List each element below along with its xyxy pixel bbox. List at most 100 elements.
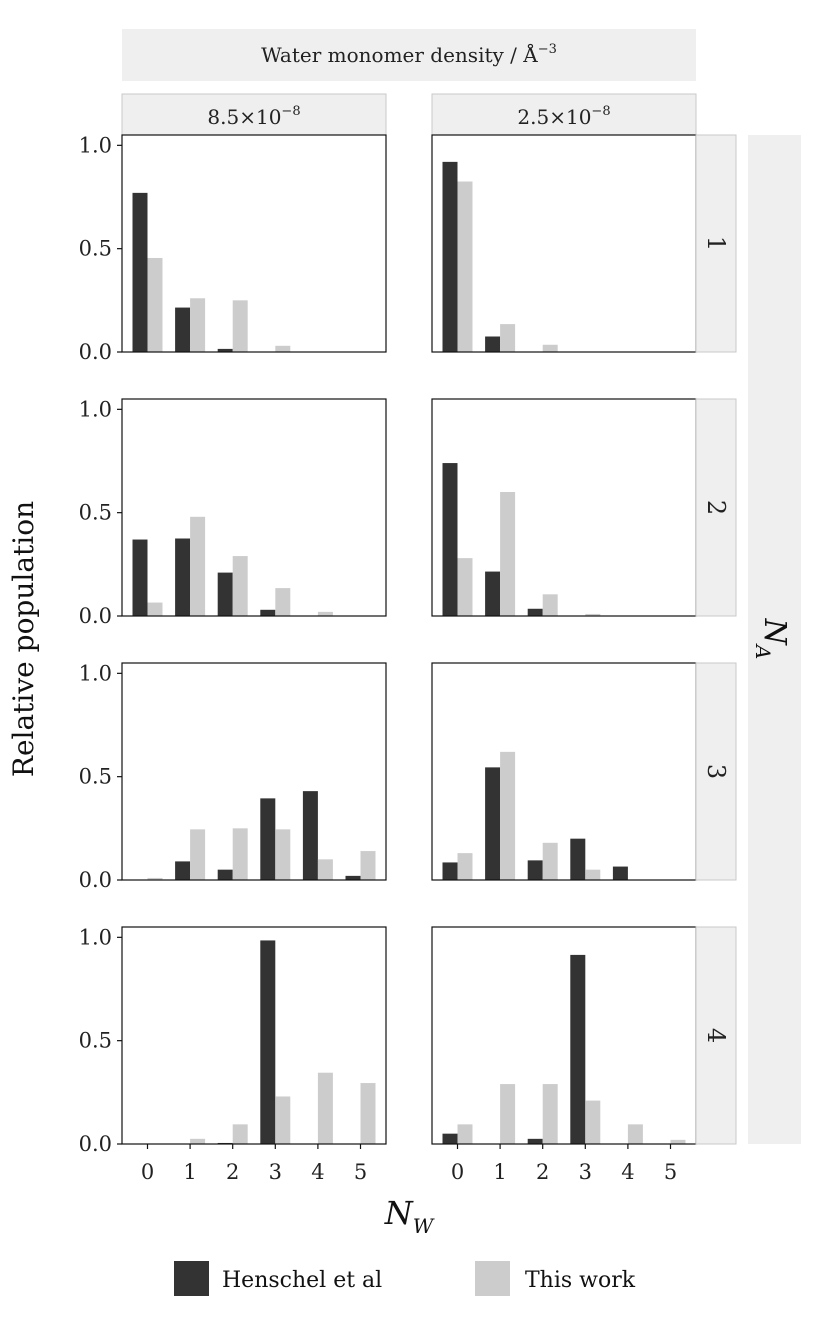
legend-swatch-this-work — [475, 1261, 510, 1296]
bar-henschel-r2-c1-3 — [260, 609, 276, 616]
x-tick-label: 2 — [536, 1160, 549, 1184]
panel-frame — [431, 662, 697, 881]
bar-this-work-r4-c2-4 — [627, 1124, 643, 1144]
bar-henschel-r2-c1-2 — [217, 572, 233, 616]
x-tick-label: 0 — [451, 1160, 464, 1184]
bar-henschel-r1-c2-0 — [442, 161, 458, 352]
bar-this-work-r3-c2-2 — [542, 842, 558, 880]
y-tick-label: 0.0 — [79, 1132, 112, 1156]
panel-r1-c1: 0.0 0.5 1.0 — [79, 133, 387, 364]
column-strip-1-label: 2.5×10−8 — [517, 104, 610, 129]
bar-this-work-r1-c2-2 — [542, 344, 558, 352]
bar-this-work-r4-c2-5 — [670, 1139, 686, 1144]
bar-this-work-r4-c1-3 — [275, 1096, 291, 1144]
row-strip-4-label: 4 — [702, 1028, 730, 1043]
x-axis-label: NW — [384, 1194, 435, 1238]
bar-this-work-r1-c1-0 — [147, 257, 163, 352]
bar-henschel-r3-c1-3 — [260, 798, 276, 880]
panel-r4-c1: 0.0 0.5 1.0 0 1 2 3 4 5 — [79, 925, 387, 1184]
row-strip-1-label: 1 — [702, 236, 730, 251]
bar-henschel-r4-c2-0 — [442, 1133, 458, 1144]
row-strip-2-label: 2 — [702, 500, 730, 515]
column-strip-title-box — [122, 29, 696, 81]
bar-this-work-r3-c1-1 — [190, 829, 206, 880]
bar-this-work-r3-c2-3 — [585, 869, 601, 880]
panel-r1-c2: 1 — [431, 134, 737, 353]
bar-henschel-r1-c1-0 — [132, 192, 148, 352]
bar-this-work-r1-c1-3 — [275, 345, 291, 352]
bar-henschel-r2-c1-1 — [175, 538, 191, 616]
bar-this-work-r3-c1-0 — [147, 877, 163, 880]
bar-henschel-r3-c1-4 — [302, 791, 318, 880]
bar-this-work-r4-c1-5 — [360, 1083, 376, 1144]
bar-henschel-r3-c1-1 — [175, 861, 191, 880]
column-strip-1-box — [431, 93, 697, 136]
bar-this-work-r1-c2-1 — [500, 324, 516, 352]
x-tick-label: 1 — [183, 1160, 196, 1184]
column-strip-0-box — [121, 93, 387, 136]
column-strip-0-label: 8.5×10−8 — [207, 104, 300, 129]
bar-this-work-r3-c1-2 — [232, 828, 248, 880]
bar-this-work-r2-c1-1 — [190, 516, 206, 616]
bar-henschel-r2-c2-2 — [527, 608, 543, 616]
bar-henschel-r2-c1-0 — [132, 539, 148, 616]
row-strip-title: NA — [751, 618, 792, 660]
panel-frame — [431, 926, 697, 1145]
y-tick-label: 1.0 — [79, 661, 112, 685]
bar-this-work-r4-c2-1 — [500, 1084, 516, 1144]
panel-frame — [121, 662, 387, 881]
bar-this-work-r1-c2-0 — [457, 181, 473, 352]
bar-henschel-r4-c2-3 — [570, 954, 586, 1144]
x-tick-label: 4 — [311, 1160, 324, 1184]
bar-this-work-r3-c1-5 — [360, 851, 376, 880]
bar-henschel-r2-c2-0 — [442, 463, 458, 616]
bar-this-work-r1-c1-1 — [190, 298, 206, 352]
bar-henschel-r3-c2-4 — [612, 866, 628, 880]
panel-r3-c1: 0.0 0.5 1.0 — [79, 661, 387, 892]
bar-this-work-r2-c2-1 — [500, 492, 516, 616]
x-tick-label: 5 — [664, 1160, 677, 1184]
row-strip-title-box — [748, 135, 801, 1144]
y-tick-label: 1.0 — [79, 397, 112, 421]
bar-this-work-r4-c2-3 — [585, 1100, 601, 1144]
bar-this-work-r4-c2-2 — [542, 1084, 558, 1144]
y-tick-label: 0.5 — [79, 237, 112, 261]
bar-henschel-r1-c1-2 — [217, 348, 233, 352]
bar-this-work-r1-c1-2 — [232, 300, 248, 352]
bar-this-work-r2-c1-4 — [317, 611, 333, 616]
bar-this-work-r4-c1-1 — [190, 1138, 206, 1144]
panel-r3-c2: 3 — [431, 662, 737, 881]
bar-this-work-r3-c1-3 — [275, 829, 291, 880]
y-tick-label: 0.5 — [79, 1029, 112, 1053]
bar-henschel-r3-c2-1 — [485, 767, 501, 880]
bar-henschel-r4-c2-2 — [527, 1138, 543, 1144]
panel-frame — [121, 398, 387, 617]
y-tick-label: 0.5 — [79, 501, 112, 525]
bar-this-work-r2-c2-2 — [542, 594, 558, 616]
panel-frame — [121, 134, 387, 353]
bar-henschel-r3-c1-2 — [217, 869, 233, 880]
x-tick-label: 3 — [269, 1160, 282, 1184]
panels: 0.00.51.010.00.51.020.00.51.030.00.51.00… — [79, 133, 737, 1184]
x-tick-label: 2 — [226, 1160, 239, 1184]
legend-label-this-work: This work — [525, 1268, 636, 1293]
row-strip-2-box — [695, 398, 737, 617]
bar-this-work-r3-c2-1 — [500, 751, 516, 880]
bar-this-work-r2-c2-3 — [585, 613, 601, 616]
y-tick-label: 0.0 — [79, 604, 112, 628]
bar-henschel-r1-c2-1 — [485, 336, 501, 352]
x-tick-label: 0 — [141, 1160, 154, 1184]
panel-r2-c2: 2 — [431, 398, 737, 617]
column-strip-title: Water monomer density / Å−3 — [261, 42, 557, 67]
bar-this-work-r3-c2-0 — [457, 853, 473, 880]
legend: Henschel et al This work — [174, 1261, 636, 1296]
row-strip-3-box — [695, 662, 737, 881]
panel-frame — [121, 926, 387, 1145]
bar-this-work-r2-c1-2 — [232, 556, 248, 616]
bar-henschel-r3-c2-3 — [570, 838, 586, 880]
bar-henschel-r3-c2-2 — [527, 860, 543, 880]
bar-this-work-r2-c1-0 — [147, 602, 163, 616]
row-strip-1-box — [695, 134, 737, 353]
panel-r2-c1: 0.0 0.5 1.0 — [79, 397, 387, 628]
